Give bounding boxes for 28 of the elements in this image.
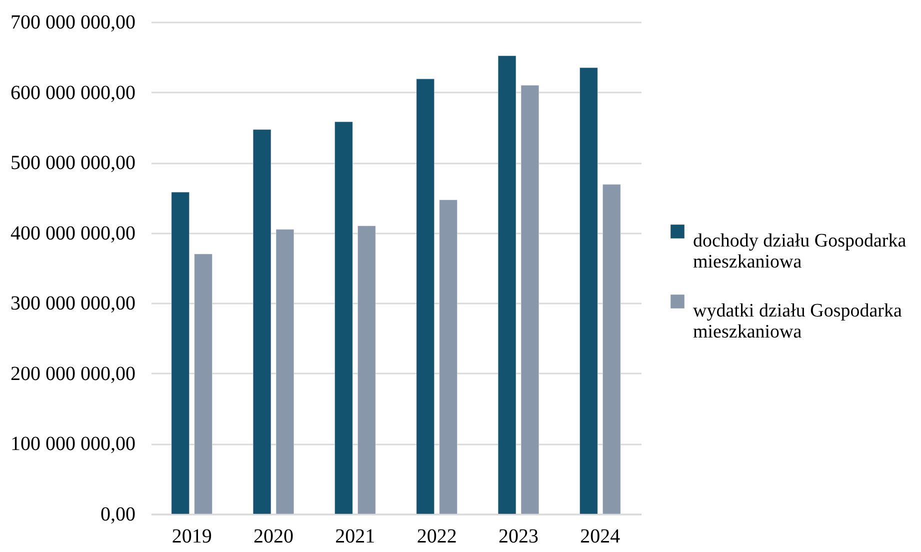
bar: [334, 122, 353, 514]
y-tick-label: 600 000 000,00: [10, 82, 136, 104]
y-tick-label: 500 000 000,00: [10, 152, 136, 174]
x-tick-label: 2022: [416, 526, 457, 548]
x-tick-label: 2020: [254, 526, 294, 548]
legend-label: dochody działu Gospodarka mieszkaniowa: [693, 230, 907, 272]
bar: [171, 192, 190, 514]
bar: [498, 56, 516, 514]
bar: [439, 200, 458, 514]
x-tick-label: 2023: [498, 526, 538, 548]
bar: [252, 129, 272, 514]
bar: [520, 85, 540, 514]
y-tick-label: 200 000 000,00: [10, 362, 136, 385]
x-tick-label: 2021: [335, 526, 376, 548]
y-tick-label: 700 000 000,00: [10, 12, 136, 34]
bar: [416, 78, 435, 514]
bar: [580, 67, 598, 514]
y-tick-label: 400 000 000,00: [10, 222, 136, 244]
legend-label: wydatki działu Gospodarka mieszkaniowa: [693, 300, 903, 342]
bar: [357, 226, 376, 514]
bar: [194, 254, 212, 514]
y-tick-label: 300 000 000,00: [10, 292, 136, 315]
x-tick-label: 2024: [580, 526, 620, 548]
y-tick-label: 0,00: [100, 504, 136, 526]
y-tick-label: 100 000 000,00: [10, 433, 136, 456]
bar: [276, 229, 294, 514]
x-tick-label: 2019: [172, 526, 212, 548]
bar: [602, 184, 621, 514]
